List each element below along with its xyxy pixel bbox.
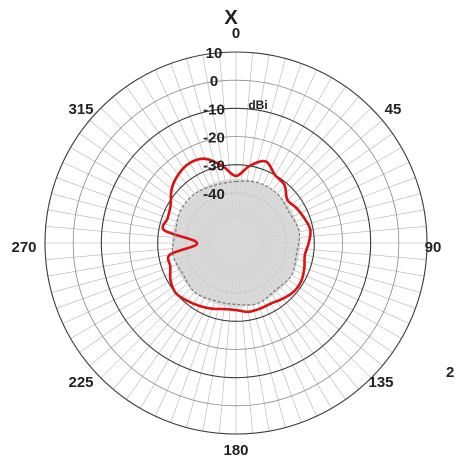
radial-tick-label: -30 [203, 158, 225, 175]
angle-tick-label: 180 [223, 442, 248, 459]
radial-gridline [72, 79, 400, 407]
angle-tick-label: 270 [11, 239, 36, 256]
radial-tick-label: -40 [203, 186, 225, 203]
series-line-primary [161, 157, 312, 314]
angle-tick-label: 135 [368, 374, 393, 391]
radial-tick-label: -10 [203, 101, 225, 118]
radial-gridline [129, 136, 343, 350]
radial-gridline [100, 107, 372, 379]
unit-label: dBi [248, 98, 267, 112]
radial-tick-label: 0 [210, 73, 218, 90]
angle-tick-label: 225 [68, 374, 93, 391]
radial-gridlines [44, 51, 428, 435]
angle-tick-labels: 0 45 90 135 180 225 270 315 [11, 25, 441, 459]
radial-tick-label: -20 [203, 130, 225, 147]
axis-name-label: X [224, 7, 238, 29]
inner-shading [171, 178, 301, 308]
angle-tick-label: 90 [425, 239, 442, 256]
series-line-secondary [171, 180, 301, 306]
radial-tick-labels: 10 0 -10 -20 -30 -40 [203, 45, 225, 203]
cut-off-edge-label: 2 [446, 364, 454, 381]
radial-gridline [157, 164, 315, 322]
angle-tick-label: 45 [385, 101, 402, 118]
series-group [161, 157, 312, 314]
inner-shaded-disk [171, 178, 301, 308]
radial-gridline [44, 51, 428, 435]
angle-tick-label: 315 [68, 101, 93, 118]
angle-tick-label: 0 [232, 25, 240, 42]
radial-tick-label: 10 [206, 45, 223, 62]
